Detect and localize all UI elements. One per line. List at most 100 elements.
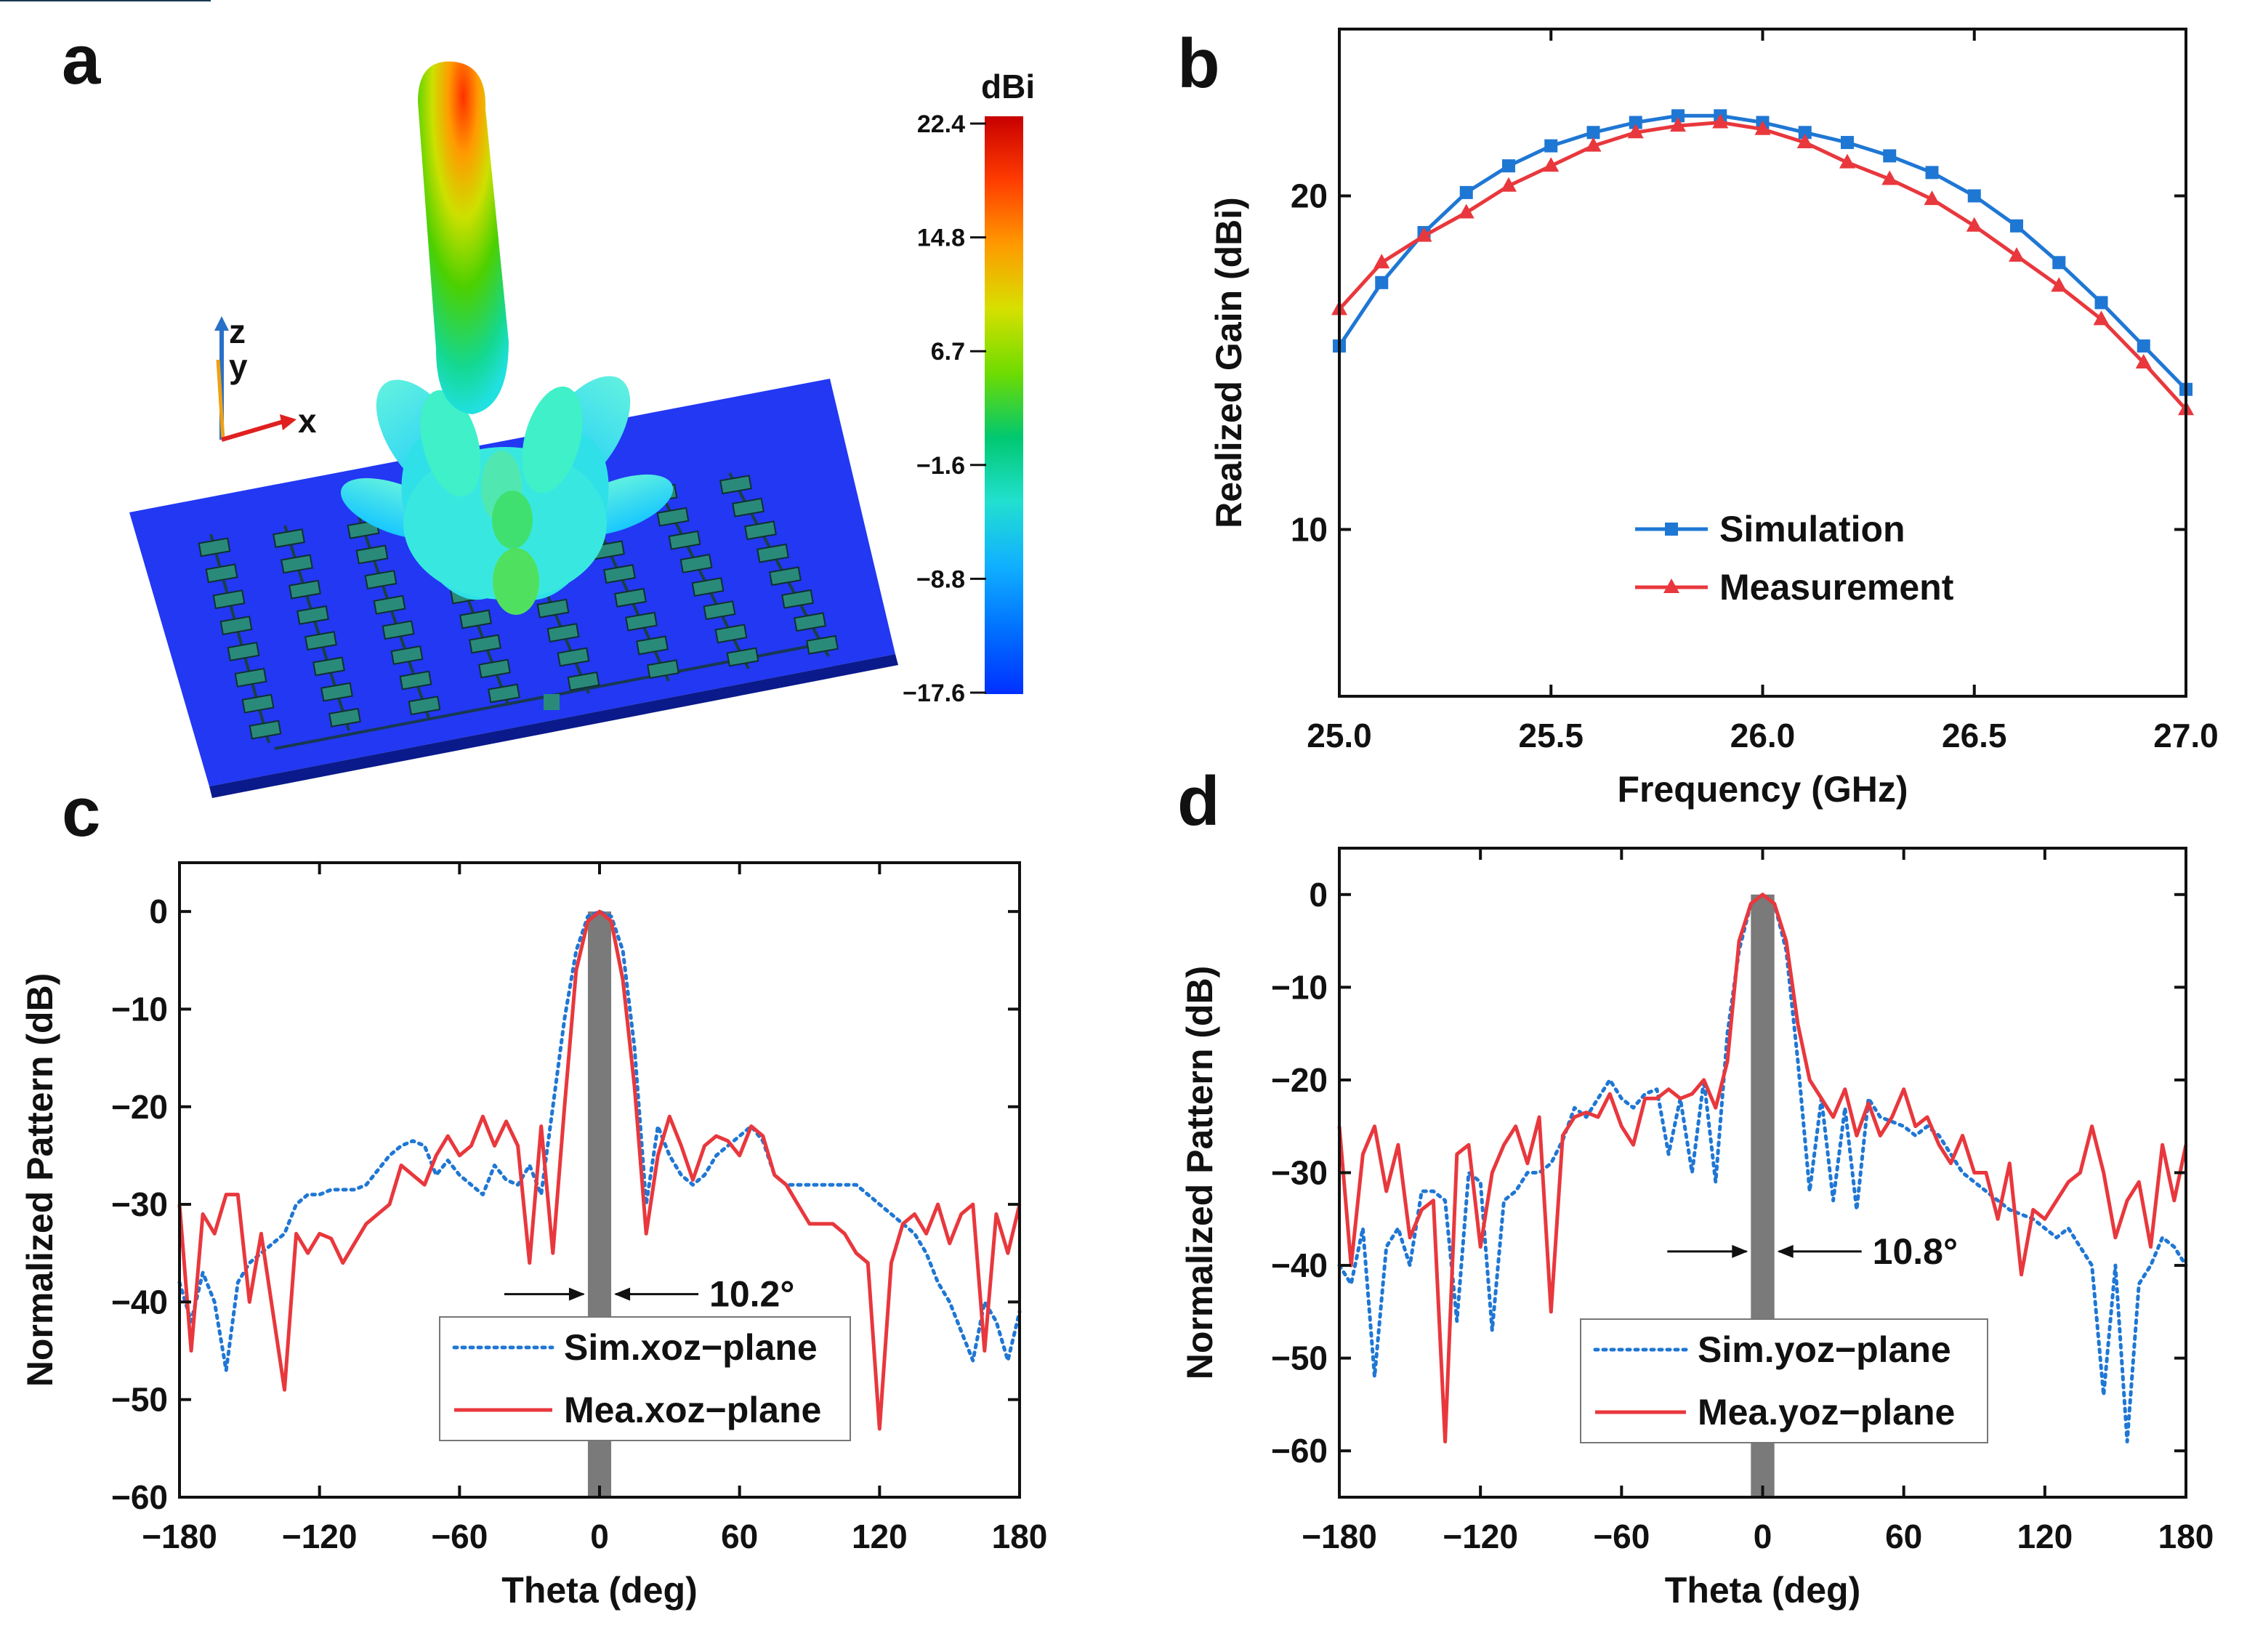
patch-element [328, 707, 361, 728]
axis-y-label: y [229, 347, 248, 385]
patch-element [273, 528, 305, 549]
y-tick-label: 0 [149, 893, 168, 930]
patch-element [205, 563, 238, 584]
patch-element [488, 683, 520, 704]
data-point-measurement [1373, 254, 1390, 269]
y-tick-label: −40 [1271, 1246, 1328, 1284]
series-line-1 [177, 909, 1022, 1372]
patch-element [304, 631, 337, 651]
data-point-measurement [2009, 247, 2025, 262]
y-axis-label: Realized Gain (dBi) [1209, 197, 1249, 528]
panel-c-label: c [62, 773, 100, 851]
panel-d: d −180 −120 −60 0 60 120 180 0 −10 −20 −30 −40 −50 −6… [1177, 762, 2214, 1611]
data-point-measurement [1966, 217, 1982, 232]
legend-box [1580, 1318, 1988, 1443]
patch-element [714, 624, 748, 644]
data-point-measurement [1458, 204, 1475, 219]
data-point-simulation [1629, 116, 1642, 129]
patch-element [656, 507, 690, 527]
panel-b-label: b [1177, 25, 1220, 102]
beamwidth-arrowhead-right [1777, 1244, 1794, 1258]
legend-label-1: Simulation [1719, 509, 1905, 549]
patch-element [757, 543, 789, 563]
patch-element [469, 634, 501, 654]
data-point-simulation [1544, 139, 1558, 153]
x-tick-label: −60 [1593, 1518, 1650, 1555]
feed-port [544, 694, 560, 710]
panel-a-label: a [62, 21, 101, 99]
data-point-measurement [1839, 153, 1855, 169]
series-line-2 [177, 909, 1022, 1431]
patch-element [312, 656, 345, 677]
patch-element [234, 667, 267, 688]
axis-x-label: x [298, 402, 317, 440]
data-point-measurement [1670, 117, 1686, 132]
patch-element [806, 634, 839, 655]
data-point-measurement [1627, 124, 1644, 139]
y-tick-label: −60 [111, 1478, 168, 1516]
y-tick-label: −30 [1271, 1154, 1328, 1192]
data-point-measurement [1712, 113, 1729, 129]
y-tick-label: −50 [1271, 1339, 1328, 1377]
x-tick-label: 180 [2158, 1518, 2214, 1555]
colorbar-tick-label: −17.6 [903, 680, 965, 707]
panel-b: b 25.0 25.5 26.0 26.5 27.0 10 20 Frequency (GHz… [1177, 25, 2219, 810]
patch-element [567, 671, 600, 691]
data-point-measurement [2135, 354, 2152, 368]
colorbar-tick-label: 22.4 [917, 110, 965, 138]
patch-element [289, 579, 321, 600]
x-axis-label: Theta (deg) [501, 1570, 697, 1611]
radiation-pattern [340, 61, 674, 615]
x-tick-label: 0 [590, 1518, 609, 1555]
beamwidth-arrowhead-left [1732, 1244, 1748, 1258]
patch-element [794, 612, 826, 632]
data-point-simulation [1502, 159, 1515, 173]
patch-element [603, 564, 636, 584]
y-tick-label: 20 [1291, 177, 1328, 215]
patch-element [557, 647, 590, 667]
x-tick-label: −60 [431, 1518, 488, 1555]
y-tick-label: −20 [111, 1088, 168, 1126]
x-tick-label: −180 [1302, 1518, 1377, 1555]
data-point-simulation [1375, 275, 1389, 289]
patch-element [227, 641, 260, 661]
legend-box [439, 1316, 851, 1441]
data-point-measurement [2093, 310, 2110, 326]
legend-label-1: Sim.yoz−plane [1698, 1329, 1951, 1370]
y-tick-label: −40 [111, 1283, 168, 1321]
legend-marker [1663, 579, 1679, 593]
patch-element [769, 566, 802, 587]
y-tick-label: −60 [1271, 1432, 1328, 1470]
data-point-simulation [1798, 126, 1812, 140]
patch-element [668, 530, 701, 550]
legend-label-2: Mea.xoz−plane [564, 1390, 821, 1430]
patch-element [625, 611, 658, 632]
y-tick-label: 10 [1291, 511, 1328, 549]
data-point-measurement [1543, 157, 1560, 172]
axis-z-label: z [229, 313, 246, 350]
data-point-simulation [1925, 166, 1939, 180]
patch-element [679, 553, 713, 573]
legend-label-2: Mea.yoz−plane [1698, 1392, 1955, 1433]
data-point-simulation [2094, 296, 2108, 310]
patch-element [459, 609, 492, 629]
y-tick-label: −20 [1271, 1061, 1328, 1099]
panel-d-label: d [1177, 762, 1220, 840]
patch-element [408, 696, 441, 716]
x-tick-label: 25.0 [1307, 717, 1372, 754]
y-tick-label: −10 [1271, 968, 1328, 1006]
series-line-1 [1337, 113, 2187, 391]
data-point-measurement [2051, 277, 2068, 292]
x-tick-label: −180 [142, 1518, 217, 1555]
patch-element [703, 600, 736, 621]
legend-label-1: Sim.xoz−plane [564, 1327, 818, 1368]
patch-element [719, 475, 752, 495]
series-line-2 [1337, 893, 2188, 1443]
patch-element [198, 537, 231, 557]
patch-element [281, 554, 313, 574]
data-point-measurement [1754, 120, 1771, 135]
axis-triad: z y x [214, 313, 317, 442]
x-tick-label: 180 [992, 1518, 1048, 1555]
patch-element [364, 570, 398, 590]
